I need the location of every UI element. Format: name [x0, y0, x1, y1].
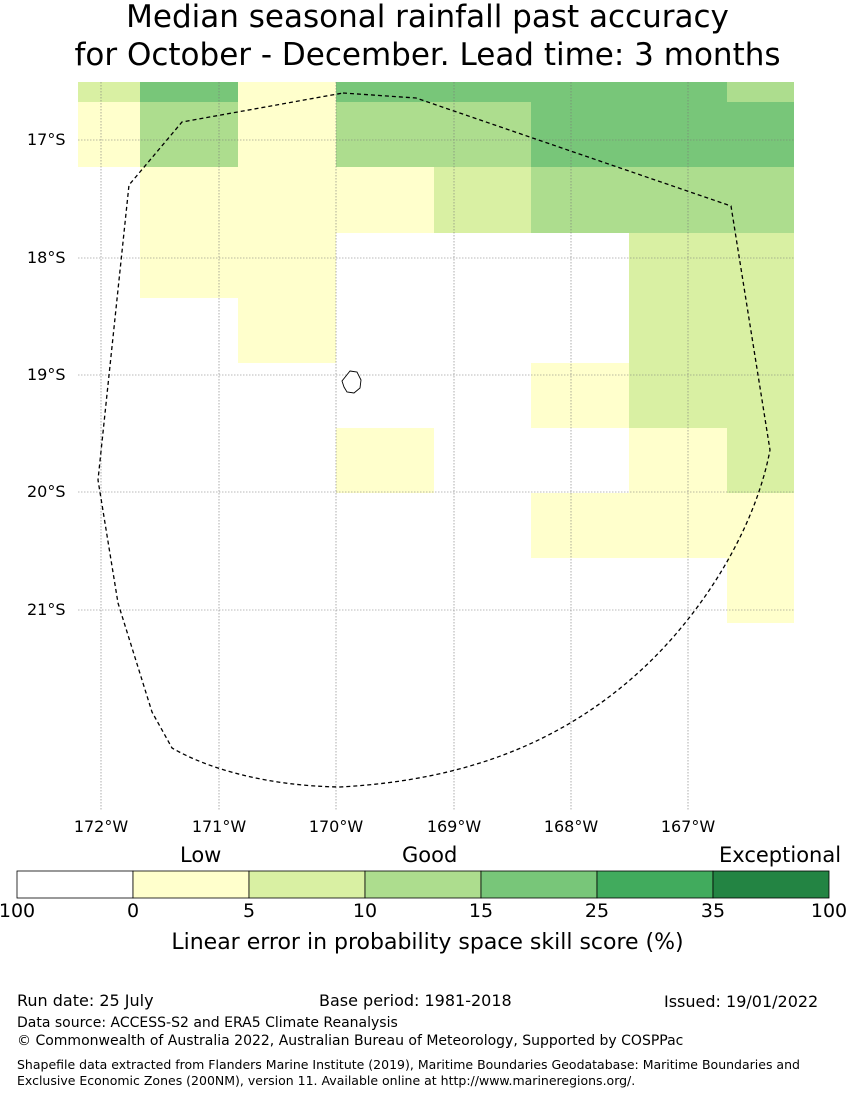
- grid-cell: [336, 102, 531, 167]
- lon-label: 167°W: [661, 817, 716, 836]
- map-title: Median seasonal rainfall past accuracy f…: [0, 0, 855, 74]
- colorbar-label-low: Low: [180, 843, 222, 867]
- data-source: Data source: ACCESS-S2 and ERA5 Climate …: [17, 1015, 398, 1031]
- grid-cell: [140, 167, 336, 233]
- lat-label: 18°S: [27, 248, 66, 267]
- grid-cell: [238, 298, 336, 363]
- run-date: Run date: 25 July: [17, 991, 154, 1010]
- base-period: Base period: 1981-2018: [319, 991, 512, 1010]
- colorbar-tick: 25: [584, 900, 610, 922]
- colorbar-tick: 100: [810, 900, 848, 922]
- colorbar-segment: [480, 870, 598, 899]
- lon-label: 168°W: [544, 817, 599, 836]
- grid-cell: [531, 167, 794, 233]
- colorbar-segment: [712, 870, 830, 899]
- grid-cell: [531, 102, 794, 167]
- grid-cell: [727, 558, 794, 623]
- colorbar-segment: [248, 870, 366, 899]
- lat-label: 21°S: [27, 600, 66, 619]
- grid-cell: [238, 102, 336, 167]
- grid-cell: [336, 82, 727, 102]
- grid-cell: [78, 82, 140, 102]
- grid-cell: [336, 428, 434, 493]
- colorbar-tick: 0: [126, 900, 140, 922]
- colorbar: [16, 870, 830, 899]
- colorbar-tick: 100: [0, 900, 36, 922]
- eez-boundary: [97, 92, 771, 788]
- copyright-notice: © Commonwealth of Australia 2022, Austra…: [17, 1033, 684, 1049]
- grid-cell: [629, 428, 727, 493]
- grid-cell: [531, 363, 629, 428]
- grid-cell: [434, 167, 531, 233]
- grid-cell: [629, 233, 794, 363]
- grid-cell: [531, 493, 794, 558]
- grid-cell: [629, 363, 794, 428]
- island-outline: [341, 370, 362, 394]
- issued-date: Issued: 19/01/2022: [664, 992, 819, 1011]
- lat-label: 20°S: [27, 482, 66, 501]
- grid-cell: [140, 102, 238, 167]
- colorbar-segment: [16, 870, 134, 899]
- grid-cell: [78, 102, 140, 167]
- colorbar-title: Linear error in probability space skill …: [171, 930, 684, 955]
- colorbar-tick: 5: [242, 900, 256, 922]
- lon-label: 169°W: [427, 817, 482, 836]
- lon-label: 170°W: [309, 817, 364, 836]
- grid-cell: [140, 82, 238, 102]
- colorbar-label-exceptional: Exceptional: [719, 843, 842, 867]
- colorbar-tick: 15: [468, 900, 494, 922]
- grid-cell: [727, 82, 794, 102]
- lat-label: 17°S: [27, 130, 66, 149]
- longitude-labels: 172°W 171°W 170°W 169°W 168°W 167°W: [74, 817, 716, 836]
- title-line-2: for October - December. Lead time: 3 mon…: [74, 37, 781, 73]
- grid-cell: [727, 428, 794, 493]
- shapefile-credit: Shapefile data extracted from Flanders M…: [17, 1057, 800, 1088]
- lon-label: 172°W: [74, 817, 129, 836]
- title-line-1: Median seasonal rainfall past accuracy: [126, 0, 729, 35]
- colorbar-segment: [364, 870, 482, 899]
- grid-cell: [238, 82, 336, 102]
- grid-cell: [336, 167, 434, 233]
- latitude-labels: 17°S 18°S 19°S 20°S 21°S: [27, 130, 66, 619]
- colorbar-tick: 35: [700, 900, 726, 922]
- skill-grid: [78, 82, 794, 623]
- lon-label: 171°W: [192, 817, 247, 836]
- colorbar-segment: [596, 870, 714, 899]
- graticule: [78, 82, 794, 810]
- colorbar-label-good: Good: [402, 843, 458, 867]
- colorbar-tick: 10: [352, 900, 378, 922]
- grid-cell: [140, 233, 336, 298]
- lat-label: 19°S: [27, 365, 66, 384]
- colorbar-segment: [132, 870, 250, 899]
